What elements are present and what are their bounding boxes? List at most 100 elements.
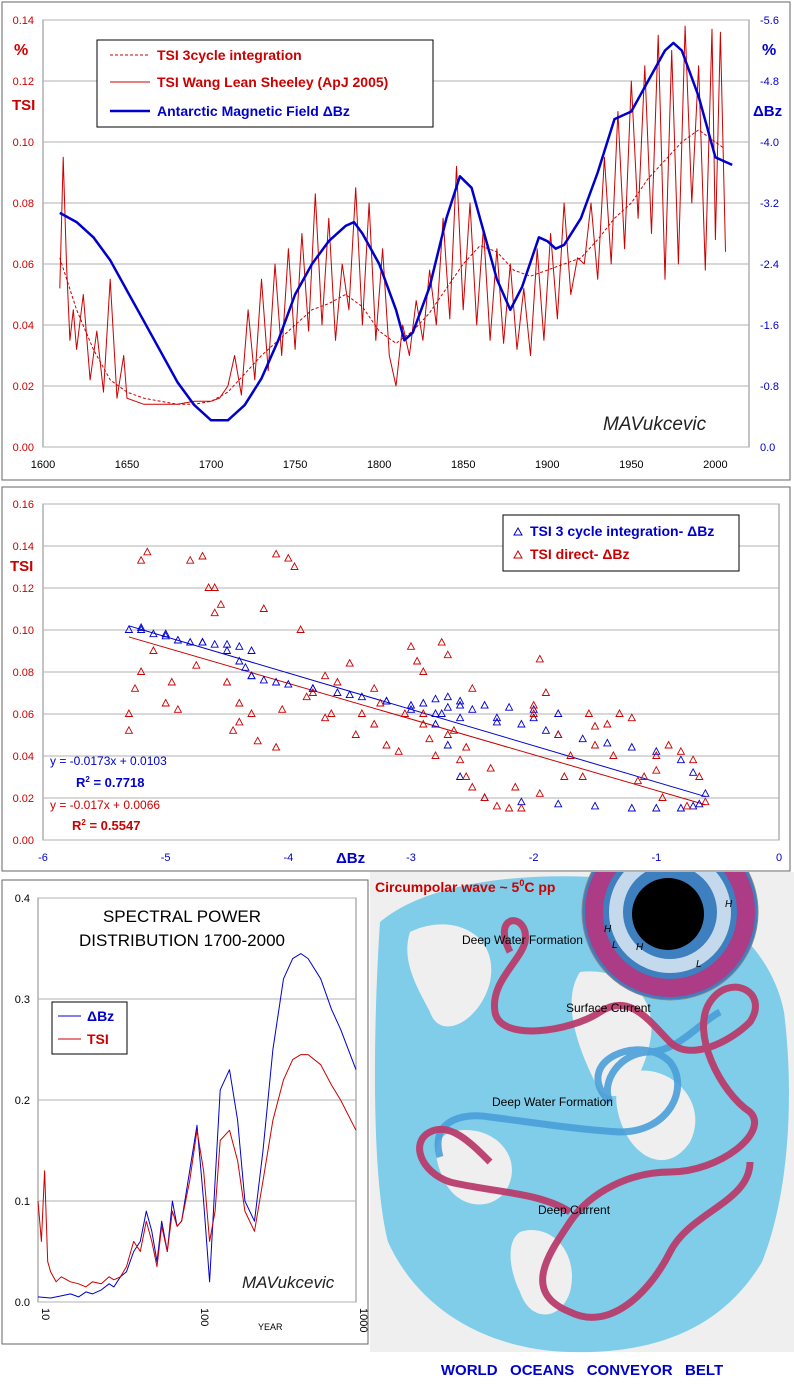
map-label-deep-water-formation-2: Deep Water Formation <box>492 1095 613 1109</box>
scatter-point <box>124 625 134 633</box>
r2-label: R <box>76 775 86 790</box>
scatter-point <box>351 730 361 738</box>
scatter-point <box>639 772 649 780</box>
scatter-point <box>511 782 520 791</box>
y-tick-label: 0.08 <box>13 667 34 679</box>
x-tick-label: 1850 <box>451 459 475 471</box>
scatter-point <box>437 709 446 717</box>
map-label-deep-water-formation-1: Deep Water Formation <box>462 933 583 947</box>
scatter-point <box>603 719 612 728</box>
scatter-point <box>124 709 134 717</box>
scatter-point <box>222 646 232 654</box>
left-tick-label: 0.02 <box>13 381 34 393</box>
scatter-point <box>222 677 232 686</box>
scatter-point <box>443 702 453 711</box>
scatter-point <box>652 765 661 774</box>
inset-letter-6: H <box>636 942 644 953</box>
x-tick-label: -5 <box>161 852 171 864</box>
scatter-point <box>167 677 177 686</box>
scatter-point <box>658 793 667 801</box>
scatter-point <box>253 736 262 745</box>
series-line-1 <box>37 1054 357 1288</box>
scatter-point <box>695 799 704 808</box>
antarctic-inset: L H H L L H <box>581 872 759 1001</box>
fit-equation-red: y = -0.017x + 0.0066 <box>50 798 160 812</box>
scatter-point <box>529 713 538 722</box>
x-tick-label: 10 <box>39 1308 51 1320</box>
scatter-point <box>553 799 563 808</box>
scatter-point <box>357 692 367 701</box>
scatter-point <box>578 734 587 743</box>
right-tick-label: 0.0 <box>760 442 775 454</box>
scatter-point <box>284 679 293 688</box>
scatter-point <box>535 654 545 663</box>
scatter-point <box>431 709 440 717</box>
scatter-point <box>688 767 698 776</box>
scatter-point <box>185 637 195 646</box>
scatter-point <box>302 692 311 701</box>
x-tick-label: 2000 <box>703 459 727 471</box>
scatter-point <box>419 709 428 717</box>
scatter-point <box>173 635 183 644</box>
legend-item-direct: TSI direct- ΔBz <box>530 546 630 562</box>
y-tick-label: 0.1 <box>15 1196 30 1208</box>
left-tick-labels: 0.00 0.02 0.04 0.06 0.08 0.10 0.12 0.14 <box>13 15 34 454</box>
x-tick-label: 1700 <box>199 459 223 471</box>
series-line-2 <box>59 41 733 422</box>
legend-item-magnetic-field: Antarctic Magnetic Field ΔBz <box>157 103 350 119</box>
scatter-point <box>357 709 367 717</box>
scatter-point <box>419 719 428 728</box>
x-tick-label: 1750 <box>283 459 307 471</box>
x-axis-label: ΔBz <box>336 850 365 867</box>
scatter-point <box>247 671 256 680</box>
scatter-point <box>136 555 146 564</box>
scatter-point <box>210 639 219 648</box>
scatter-point <box>603 738 612 747</box>
scatter-point <box>382 740 391 749</box>
y-tick-label: 0.12 <box>13 583 34 595</box>
scatter-point <box>277 704 287 713</box>
continent-africa <box>571 971 652 1097</box>
scatter-point <box>198 637 207 646</box>
scatter-point <box>149 629 158 638</box>
left-axis-unit: % <box>14 42 28 59</box>
scatter-point <box>517 719 526 728</box>
scatter-point <box>455 700 465 709</box>
y-tick-labels: 0.00 0.02 0.04 0.06 0.08 0.10 0.12 0.14 0.16 <box>13 499 34 847</box>
scatter-point <box>124 725 134 734</box>
scatter-point <box>320 671 330 680</box>
trendline-1 <box>128 636 706 806</box>
scatter-point <box>553 730 563 738</box>
left-tick-label: 0.06 <box>13 259 34 271</box>
spectral-power-chart: 0.0 0.1 0.2 0.3 0.4 10 100 1000 SPECTRAL POWER… <box>1 879 369 1345</box>
x-tick-label: 1650 <box>115 459 139 471</box>
scatter-point <box>566 751 575 759</box>
scatter-point <box>161 629 170 638</box>
scatter-point <box>443 692 453 701</box>
legend-item-tsi-wang: TSI Wang Lean Sheeley (ApJ 2005) <box>157 74 388 90</box>
x-tick-label: 1900 <box>535 459 559 471</box>
x-tick-labels: 10 100 1000 <box>39 1308 369 1332</box>
scatter-point <box>652 746 661 755</box>
scatter-point <box>185 555 195 564</box>
inset-letter-5: L <box>696 959 702 970</box>
scatter-point <box>492 801 502 810</box>
y-tick-label: 0.3 <box>15 994 30 1006</box>
left-tick-label: 0.04 <box>13 320 34 332</box>
scatter-point <box>235 656 244 665</box>
scatter-point <box>308 683 318 692</box>
left-tick-label: 0.12 <box>13 76 34 88</box>
scatter-point <box>688 801 698 810</box>
scatter-point <box>376 698 385 707</box>
scatter-point <box>480 793 489 801</box>
fit-r2-red: R2 = 0.5547 <box>72 818 140 833</box>
legend-box <box>96 39 434 128</box>
scatter-point <box>241 662 250 671</box>
scatter-point <box>461 742 471 751</box>
trendline-0 <box>128 625 706 798</box>
scatter-point <box>455 696 465 705</box>
r2-label: R <box>72 818 82 833</box>
scatter-point <box>136 622 146 631</box>
scatter-point <box>431 694 440 703</box>
scatter-point <box>535 788 545 797</box>
